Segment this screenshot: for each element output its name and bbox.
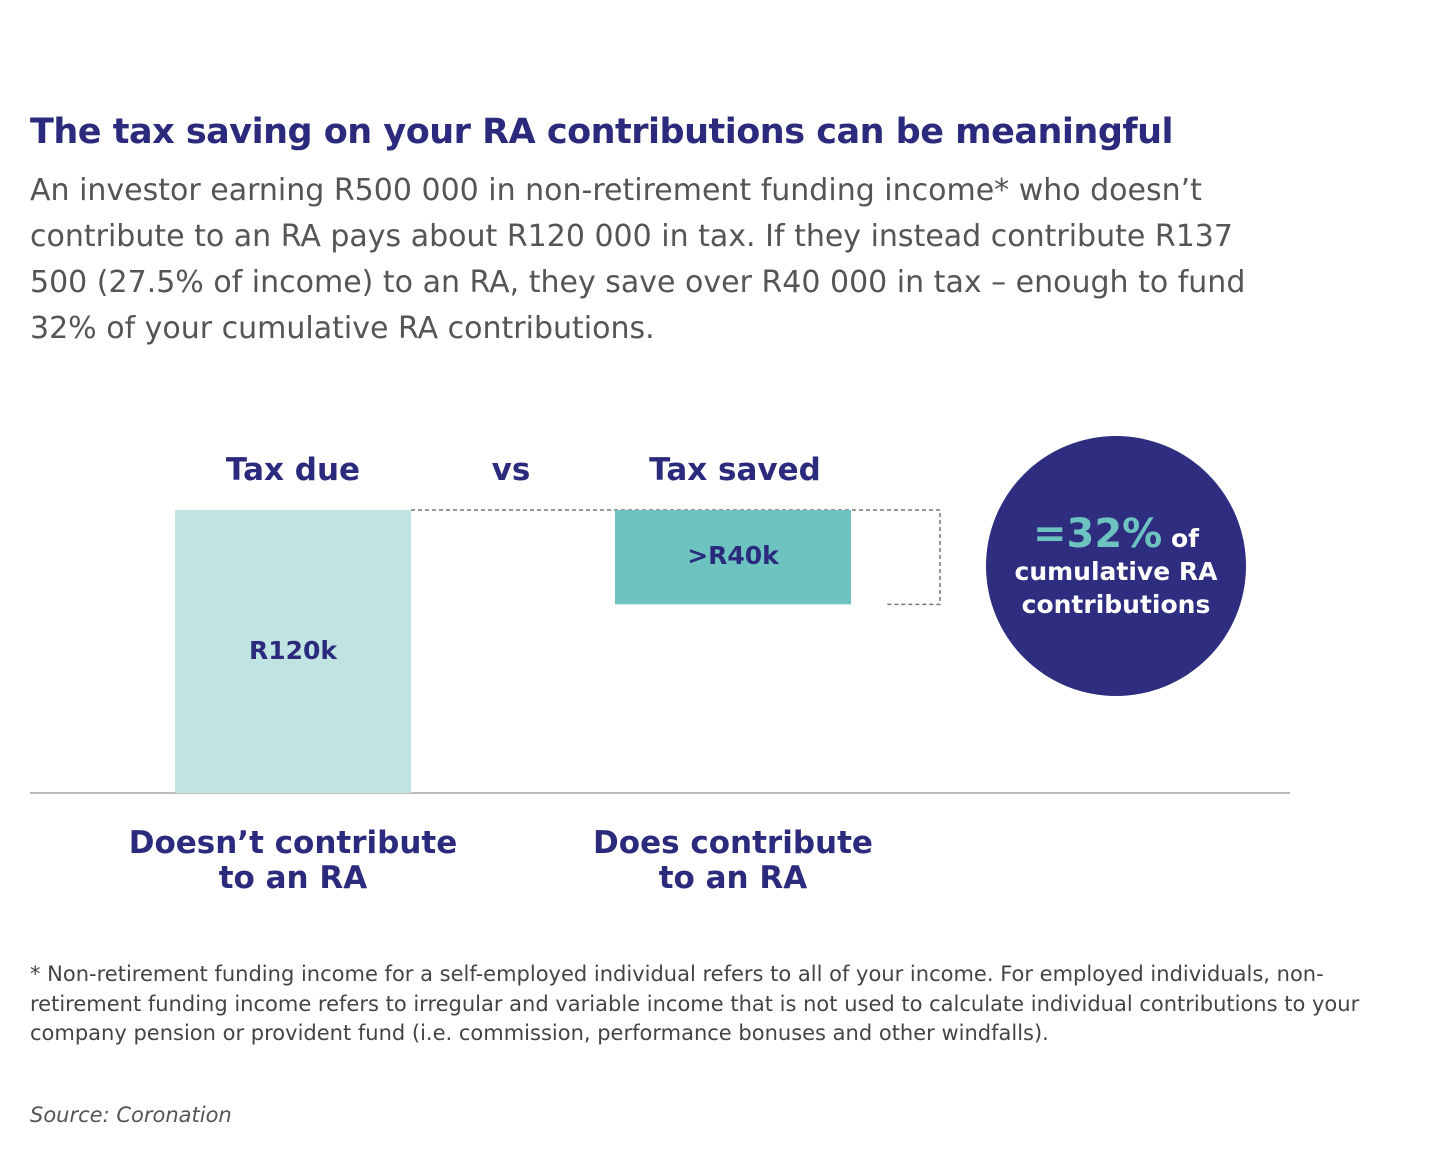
chart-subtitle: An investor earning R500 000 in non-reti… [30, 173, 1246, 346]
bar [615, 510, 851, 605]
annotation-circle [986, 436, 1246, 696]
annotation-highlight: =32% [1032, 511, 1163, 557]
bar-header: Tax saved [649, 452, 821, 488]
separator: vs [491, 452, 531, 488]
annotation-text: of cumulative RA contributions [1014, 524, 1218, 619]
chart-title: The tax saving on your RA contributions … [30, 112, 1174, 152]
bar-header: Tax due [225, 452, 361, 488]
x-tick-label: Does contribute to an RA [593, 825, 873, 896]
source: Source: Coronation [30, 1103, 232, 1127]
connector [411, 509, 941, 606]
value-label: >R40k [687, 541, 779, 571]
footnote: * Non-retirement funding income for a se… [30, 962, 1360, 1045]
value-label: R120k [248, 635, 338, 665]
bar [175, 510, 411, 793]
x-tick-label: Doesn’t contribute to an RA [128, 825, 458, 896]
annotation: =32% of cumulative RA contributions [986, 514, 1246, 621]
